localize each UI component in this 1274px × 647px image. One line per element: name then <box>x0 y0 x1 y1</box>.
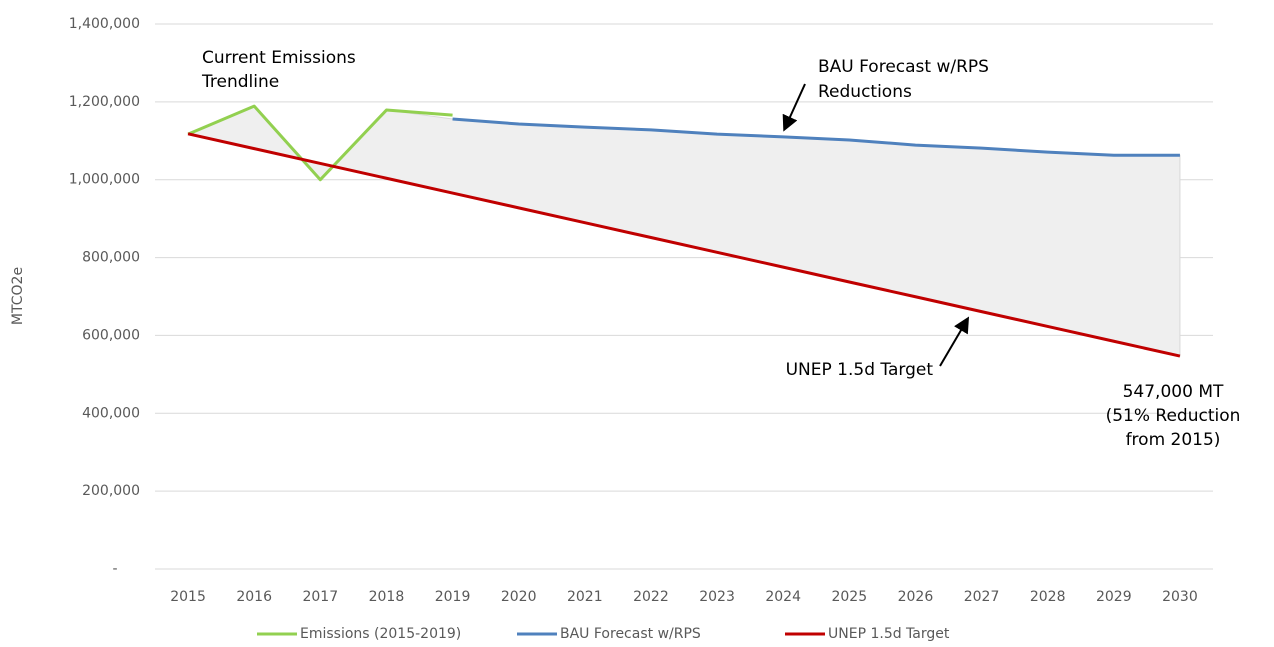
x-tick-label: 2029 <box>1096 589 1132 605</box>
y-tick-label: 800,000 <box>82 250 140 266</box>
annotation: Current Emissions <box>202 48 356 68</box>
y-tick-label: 1,400,000 <box>69 16 140 32</box>
y-tick-label: 200,000 <box>82 483 140 499</box>
series-line <box>187 104 453 182</box>
x-tick-label: 2026 <box>898 589 934 605</box>
gap-area <box>187 105 1181 357</box>
y-tick-label: 400,000 <box>82 405 140 421</box>
legend-label: UNEP 1.5d Target <box>828 626 950 642</box>
x-tick-label: 2018 <box>369 589 405 605</box>
series-line <box>187 132 1181 358</box>
legend-label: Emissions (2015-2019) <box>300 626 461 642</box>
x-tick-label: 2025 <box>831 589 867 605</box>
x-tick-label: 2019 <box>435 589 471 605</box>
y-tick-label: 1,200,000 <box>69 94 140 110</box>
x-tick-label: 2020 <box>501 589 537 605</box>
x-tick-label: 2021 <box>567 589 603 605</box>
x-tick-label: 2030 <box>1162 589 1198 605</box>
arrow <box>782 83 806 132</box>
x-tick-label: 2023 <box>699 589 735 605</box>
x-tick-label: 2015 <box>170 589 206 605</box>
annotation: UNEP 1.5d Target <box>786 360 934 380</box>
annotation: Reductions <box>818 82 912 102</box>
legend-label: BAU Forecast w/RPS <box>560 626 701 642</box>
x-tick-label: 2024 <box>765 589 801 605</box>
x-tick-label: 2016 <box>236 589 272 605</box>
annotation: Trendline <box>201 72 279 92</box>
y-tick-label: 1,000,000 <box>69 172 140 188</box>
x-tick-label: 2022 <box>633 589 669 605</box>
arrow <box>939 316 970 367</box>
x-tick-label: 2017 <box>302 589 338 605</box>
annotation: (51% Reduction <box>1106 406 1241 426</box>
annotation: from 2015) <box>1126 430 1221 450</box>
x-tick-label: 2028 <box>1030 589 1066 605</box>
y-tick-label: - <box>112 561 117 577</box>
annotation: 547,000 MT <box>1123 382 1224 402</box>
y-tick-label: 600,000 <box>82 327 140 343</box>
series-line <box>452 117 1180 157</box>
x-tick-label: 2027 <box>964 589 1000 605</box>
y-axis-label: MTCO2e <box>10 267 26 325</box>
annotation: BAU Forecast w/RPS <box>818 57 989 77</box>
